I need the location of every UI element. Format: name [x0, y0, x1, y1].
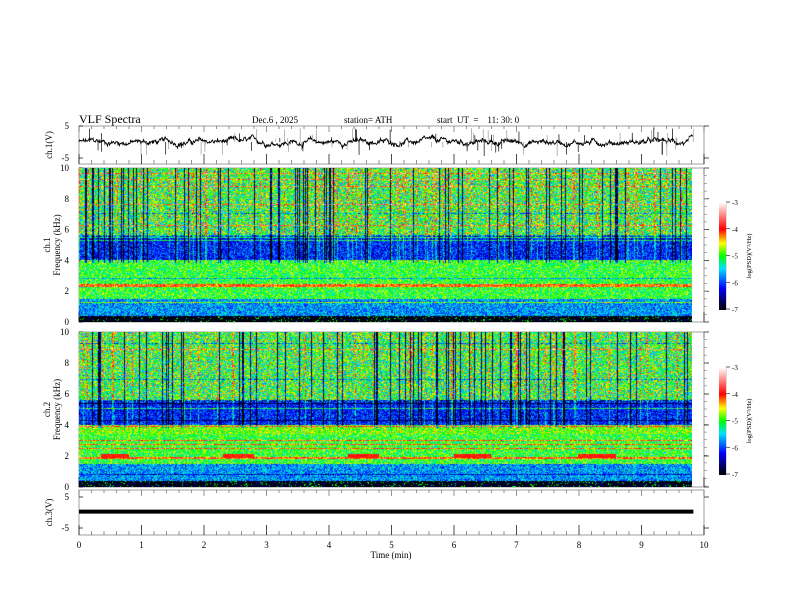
colorbar-tick-label: -3 [732, 199, 738, 207]
x-tick-label: 7 [514, 540, 519, 550]
x-axis-label: Time (min) [371, 550, 412, 560]
x-tick-label: 9 [639, 540, 644, 550]
y-tick-label: 10 [60, 163, 70, 173]
y-tick-label: 6 [65, 389, 70, 399]
y-tick-label: 5 [65, 492, 70, 502]
x-tick-label: 6 [452, 540, 457, 550]
y-axis-label: ch.1(V) [44, 131, 54, 159]
y-tick-label: 0 [65, 317, 70, 327]
date-label: Dec.6 , 2025 [252, 115, 298, 125]
x-tick-label: 2 [202, 540, 207, 550]
x-tick-label: 4 [327, 540, 332, 550]
channel-label: ch.2 [42, 402, 52, 417]
colorbar-tick-label: -3 [732, 364, 738, 372]
x-tick-label: 8 [577, 540, 582, 550]
ch1-waveform-line [78, 134, 694, 150]
y-axis-label: Frequency (kHz) [52, 379, 62, 440]
x-tick-label: 0 [77, 540, 82, 550]
colorbar-tick-label: -5 [732, 418, 738, 426]
y-tick-label: 0 [65, 482, 70, 492]
x-tick-label: 10 [700, 540, 710, 550]
y-axis-label: Frequency (kHz) [52, 214, 62, 275]
colorbar-label: log(PSD)(V²/Hz) [746, 234, 753, 279]
y-tick-label: 2 [65, 451, 70, 461]
y-tick-label: -5 [62, 523, 70, 533]
colorbar-tick-label: -4 [732, 226, 738, 234]
start-ut-label: start UT = 11: 30: 0 [437, 115, 520, 125]
y-tick-label: 8 [65, 358, 70, 368]
y-tick-label: 2 [65, 286, 70, 296]
channel-label: ch.1 [42, 237, 52, 252]
x-tick-label: 3 [264, 540, 269, 550]
x-tick-label: 1 [139, 540, 144, 550]
chart-title: VLF Spectra [79, 112, 141, 126]
ch1-spectrogram-heatmap [79, 168, 692, 322]
y-tick-label: 4 [65, 255, 70, 265]
y-tick-label: 8 [65, 194, 70, 204]
y-tick-label: 10 [60, 327, 70, 337]
colorbar-ch1 [719, 202, 726, 310]
y-tick-label: -5 [62, 153, 70, 163]
y-tick-label: 4 [65, 420, 70, 430]
colorbar-tick-label: -7 [732, 306, 738, 314]
colorbar-tick-label: -6 [732, 279, 738, 287]
colorbar-tick-label: -6 [732, 444, 738, 452]
colorbar-tick-label: -4 [732, 391, 738, 399]
ch2-spectrogram-heatmap [79, 332, 692, 487]
y-tick-label: 5 [65, 121, 70, 131]
colorbar-tick-label: -7 [732, 471, 738, 479]
station-label: station= ATH [344, 115, 393, 125]
x-tick-label: 5 [389, 540, 394, 550]
y-tick-label: 6 [65, 225, 70, 235]
colorbar-label: log(PSD)(V²/Hz) [746, 399, 753, 444]
colorbar-ch2 [719, 367, 726, 475]
y-axis-label: ch.3(V) [44, 499, 54, 527]
colorbar-tick-label: -5 [732, 253, 738, 261]
